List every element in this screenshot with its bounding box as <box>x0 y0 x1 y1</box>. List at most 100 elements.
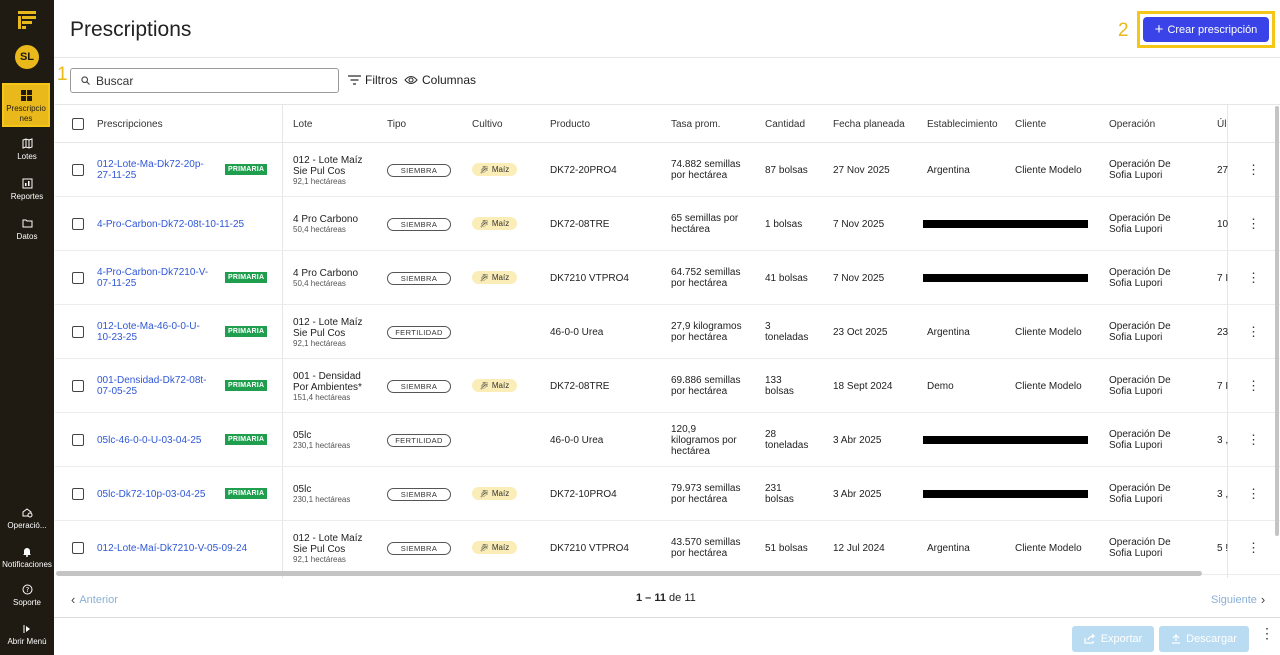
lote-name: 4 Pro Carbono <box>293 214 359 225</box>
tasa-cell: 27,9 kilogramos por hectárea <box>671 321 742 343</box>
row-checkbox[interactable] <box>72 434 84 446</box>
horizontal-scrollbar[interactable] <box>56 571 1202 576</box>
tasa-cell: 120,9 kilogramos por hectárea <box>671 423 737 457</box>
row-menu-icon[interactable]: ⋮ <box>1247 540 1260 555</box>
header-cultivo[interactable]: Cultivo <box>472 119 503 130</box>
table-row[interactable]: 4-Pro-Carbon-Dk7210-V- 07-11-25 PRIMARIA 4… <box>55 251 1280 305</box>
cultivo-label: Maíz <box>491 543 510 552</box>
tipo-badge: FERTILIDAD <box>387 326 451 339</box>
footer-divider <box>54 617 1280 618</box>
header-ultimo[interactable]: Úl <box>1217 119 1227 130</box>
more-actions-icon[interactable]: ⋮ <box>1260 625 1274 641</box>
row-menu-icon[interactable]: ⋮ <box>1247 378 1260 393</box>
cultivo-label: Maíz <box>491 165 510 174</box>
header-establecimiento[interactable]: Establecimiento <box>927 119 998 130</box>
row-menu-icon[interactable]: ⋮ <box>1247 270 1260 285</box>
prev-page-button[interactable]: ‹ Anterior <box>71 592 118 607</box>
lote-cell: 4 Pro Carbono 50,4 hectáreas <box>293 268 358 288</box>
sidebar-item-datos[interactable]: Datos <box>0 218 54 242</box>
cantidad-cell: 28 toneladas <box>765 429 809 451</box>
sidebar-item-abrir-menu[interactable]: Abrir Menú <box>0 624 54 647</box>
tipo-badge: SIEMBRA <box>387 488 451 501</box>
select-all-checkbox[interactable] <box>72 118 84 130</box>
producto-cell: DK7210 VTPRO4 <box>550 542 629 554</box>
sidebar-item-notificaciones[interactable]: Notificaciones <box>0 546 54 570</box>
column-divider <box>1227 105 1228 578</box>
row-checkbox[interactable] <box>72 218 84 230</box>
sidebar-item-label: Lotes <box>17 152 37 161</box>
prescription-link[interactable]: 012-Lote-Ma-46-0-0-U- 10-23-25 <box>97 321 200 343</box>
table-row[interactable]: 012-Lote-Maí-Dk7210-V-05-09-24 012 - Lote… <box>55 521 1280 575</box>
corn-icon: 🌽︎ <box>480 221 489 228</box>
ultimo-cell: 3 , <box>1217 488 1229 500</box>
row-menu-icon[interactable]: ⋮ <box>1247 162 1260 177</box>
operacion-cell: Operación De Sofia Lupori <box>1109 267 1171 289</box>
vertical-scrollbar[interactable] <box>1275 106 1279 536</box>
prescription-link[interactable]: 4-Pro-Carbon-Dk7210-V- 07-11-25 <box>97 267 209 289</box>
row-menu-icon[interactable]: ⋮ <box>1247 486 1260 501</box>
header-fecha[interactable]: Fecha planeada <box>833 119 905 130</box>
corn-icon: 🌽︎ <box>480 491 489 498</box>
prescription-link[interactable]: 012-Lote-Ma-Dk72-20p- 27-11-25 <box>97 159 204 181</box>
row-checkbox[interactable] <box>72 380 84 392</box>
next-page-button[interactable]: Siguiente › <box>1211 592 1265 607</box>
header-cantidad[interactable]: Cantidad <box>765 119 806 130</box>
prescription-link[interactable]: 05lc-Dk72-10p-03-04-25 <box>97 488 206 500</box>
filters-button[interactable]: Filtros <box>348 73 398 87</box>
header-operacion[interactable]: Operación <box>1109 119 1156 130</box>
row-checkbox[interactable] <box>72 164 84 176</box>
row-checkbox[interactable] <box>72 326 84 338</box>
header-cliente[interactable]: Cliente <box>1015 119 1047 130</box>
table-row[interactable]: 012-Lote-Ma-46-0-0-U- 10-23-25 PRIMARIA 01… <box>55 305 1280 359</box>
search-input[interactable] <box>96 73 316 88</box>
prescription-link[interactable]: 012-Lote-Maí-Dk7210-V-05-09-24 <box>97 542 248 554</box>
table-row[interactable]: 05lc-46-0-0-U-03-04-25 PRIMARIA 05lc 230,1 … <box>55 413 1280 467</box>
download-button[interactable]: Descargar <box>1159 626 1249 652</box>
upload-icon <box>1172 634 1181 644</box>
tasa-cell: 65 semillas por hectárea <box>671 213 739 235</box>
prescription-link[interactable]: 05lc-46-0-0-U-03-04-25 <box>97 434 202 446</box>
row-checkbox[interactable] <box>72 272 84 284</box>
row-menu-icon[interactable]: ⋮ <box>1247 324 1260 339</box>
create-prescription-button[interactable]: + Crear prescripción <box>1143 17 1269 42</box>
avatar[interactable]: SL <box>15 45 39 69</box>
redacted-block <box>923 436 1088 444</box>
header-tipo[interactable]: Tipo <box>387 119 407 130</box>
sidebar-item-soporte[interactable]: ? Soporte <box>0 584 54 608</box>
table-row[interactable]: 012-Lote-Ma-Dk72-20p- 27-11-25 PRIMARIA 01… <box>55 143 1280 197</box>
chevron-right-icon: › <box>1260 592 1266 607</box>
table-row[interactable]: 001-Densidad-Dk72-08t- 07-05-25 PRIMARIA 0… <box>55 359 1280 413</box>
cantidad-cell: 1 bolsas <box>765 218 803 230</box>
header-lote[interactable]: Lote <box>293 119 313 130</box>
lote-area: 230,1 hectáreas <box>293 495 351 504</box>
sidebar-item-operacion[interactable]: Operació... <box>0 507 54 531</box>
search-box[interactable] <box>70 68 339 93</box>
sidebar-item-label: Operació... <box>7 521 47 530</box>
export-button[interactable]: Exportar <box>1072 626 1154 652</box>
sidebar-item-reportes[interactable]: Reportes <box>0 178 54 202</box>
header-tasa[interactable]: Tasa prom. <box>671 119 721 130</box>
columns-button[interactable]: Columnas <box>404 73 476 87</box>
annotation-number: 1 <box>57 64 68 85</box>
table-row[interactable]: 05lc-Dk72-10p-03-04-25 PRIMARIA 05lc 230,1 … <box>55 467 1280 521</box>
sidebar-item-prescripciones[interactable]: Prescripcio nes <box>1 82 51 128</box>
lote-cell: 4 Pro Carbono 50,4 hectáreas <box>293 214 358 234</box>
sidebar-item-lotes[interactable]: Lotes <box>0 138 54 162</box>
logo-icon[interactable] <box>16 9 38 31</box>
row-menu-icon[interactable]: ⋮ <box>1247 216 1260 231</box>
prescription-link[interactable]: 001-Densidad-Dk72-08t- 07-05-25 <box>97 375 207 397</box>
lote-area: 151,4 hectáreas <box>293 392 351 402</box>
tipo-badge: FERTILIDAD <box>387 434 451 447</box>
table-row[interactable]: 4-Pro-Carbon-Dk72-08t-10-11-25 4 Pro Carb… <box>55 197 1280 251</box>
header-prescripciones[interactable]: Prescripciones <box>97 119 163 130</box>
columns-label: Columnas <box>422 73 477 87</box>
producto-cell: DK7210 VTPRO4 <box>550 272 629 284</box>
row-checkbox[interactable] <box>72 488 84 500</box>
header-producto[interactable]: Producto <box>550 119 591 130</box>
plus-icon: + <box>1154 21 1164 38</box>
prescription-link[interactable]: 4-Pro-Carbon-Dk72-08t-10-11-25 <box>97 218 245 230</box>
row-checkbox[interactable] <box>72 542 84 554</box>
redacted-block <box>923 490 1088 498</box>
cultivo-chip: 🌽︎ Maíz <box>472 271 518 284</box>
row-menu-icon[interactable]: ⋮ <box>1247 432 1260 447</box>
